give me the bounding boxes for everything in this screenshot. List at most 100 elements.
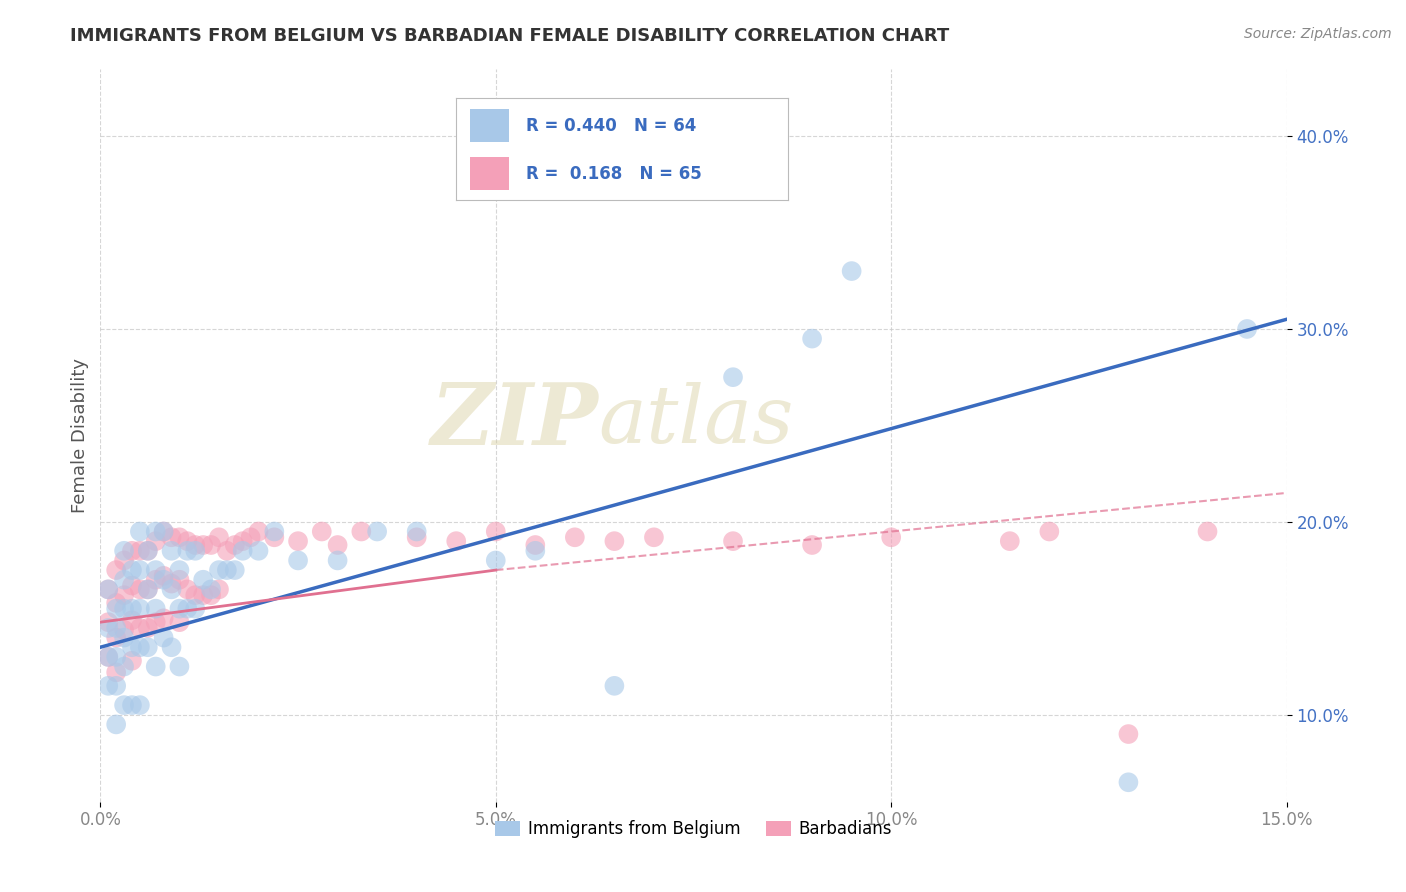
Point bbox=[444, 534, 467, 549]
Text: IMMIGRANTS FROM BELGIUM VS BARBADIAN FEMALE DISABILITY CORRELATION CHART: IMMIGRANTS FROM BELGIUM VS BARBADIAN FEM… bbox=[70, 27, 949, 45]
Point bbox=[263, 524, 285, 539]
Point bbox=[801, 332, 824, 346]
Point bbox=[232, 543, 254, 558]
Point bbox=[160, 582, 183, 597]
Point bbox=[405, 524, 427, 539]
Point bbox=[643, 530, 665, 544]
Point bbox=[287, 534, 309, 549]
Point bbox=[112, 698, 135, 712]
Text: atlas: atlas bbox=[599, 382, 794, 459]
Point bbox=[184, 588, 207, 602]
Point bbox=[136, 621, 159, 635]
Point bbox=[184, 543, 207, 558]
Point bbox=[97, 615, 120, 629]
Point bbox=[112, 588, 135, 602]
Point bbox=[366, 524, 388, 539]
Point bbox=[152, 611, 174, 625]
Point bbox=[1197, 524, 1219, 539]
Point bbox=[721, 534, 744, 549]
Point bbox=[152, 569, 174, 583]
Point bbox=[485, 524, 508, 539]
Point bbox=[224, 538, 246, 552]
Point bbox=[152, 573, 174, 587]
Point bbox=[136, 543, 159, 558]
Point bbox=[721, 370, 744, 384]
Point bbox=[247, 543, 270, 558]
Point bbox=[112, 601, 135, 615]
Point bbox=[121, 654, 143, 668]
Point bbox=[136, 543, 159, 558]
Point bbox=[128, 524, 150, 539]
Legend: Immigrants from Belgium, Barbadians: Immigrants from Belgium, Barbadians bbox=[488, 814, 898, 845]
Point bbox=[152, 524, 174, 539]
Point bbox=[169, 659, 191, 673]
Point bbox=[603, 534, 626, 549]
Point bbox=[121, 601, 143, 615]
Point bbox=[485, 553, 508, 567]
Point bbox=[524, 543, 547, 558]
Point bbox=[145, 534, 167, 549]
Point bbox=[191, 538, 214, 552]
Point bbox=[105, 717, 128, 731]
Point bbox=[208, 582, 231, 597]
Point bbox=[128, 563, 150, 577]
Point bbox=[145, 659, 167, 673]
Point bbox=[287, 553, 309, 567]
Text: Source: ZipAtlas.com: Source: ZipAtlas.com bbox=[1244, 27, 1392, 41]
Point bbox=[152, 524, 174, 539]
Point bbox=[136, 582, 159, 597]
Point bbox=[145, 524, 167, 539]
Point bbox=[239, 530, 262, 544]
Point bbox=[97, 649, 120, 664]
Point bbox=[1236, 322, 1258, 336]
Point bbox=[121, 640, 143, 655]
Point bbox=[97, 621, 120, 635]
Point bbox=[263, 530, 285, 544]
Point bbox=[105, 679, 128, 693]
Point bbox=[97, 582, 120, 597]
Point bbox=[603, 679, 626, 693]
Point bbox=[112, 631, 135, 645]
Point bbox=[121, 578, 143, 592]
Point bbox=[169, 573, 191, 587]
Text: ZIP: ZIP bbox=[430, 378, 599, 462]
Point bbox=[184, 601, 207, 615]
Point bbox=[128, 543, 150, 558]
Point bbox=[136, 640, 159, 655]
Point bbox=[112, 543, 135, 558]
Point bbox=[97, 679, 120, 693]
Point bbox=[169, 615, 191, 629]
Point bbox=[311, 524, 333, 539]
Point bbox=[128, 698, 150, 712]
Point bbox=[405, 530, 427, 544]
Point bbox=[112, 553, 135, 567]
Point bbox=[121, 543, 143, 558]
Y-axis label: Female Disability: Female Disability bbox=[72, 358, 89, 513]
Point bbox=[1038, 524, 1060, 539]
Point bbox=[184, 538, 207, 552]
Point bbox=[145, 615, 167, 629]
Point bbox=[128, 640, 150, 655]
Point bbox=[215, 563, 238, 577]
Point bbox=[247, 524, 270, 539]
Point bbox=[200, 582, 222, 597]
Point bbox=[136, 582, 159, 597]
Point bbox=[160, 543, 183, 558]
Point bbox=[176, 601, 198, 615]
Point bbox=[112, 623, 135, 637]
Point bbox=[160, 640, 183, 655]
Point bbox=[564, 530, 586, 544]
Point bbox=[880, 530, 903, 544]
Point bbox=[200, 588, 222, 602]
Point bbox=[841, 264, 863, 278]
Point bbox=[1118, 775, 1140, 789]
Point bbox=[97, 582, 120, 597]
Point bbox=[152, 631, 174, 645]
Point bbox=[145, 563, 167, 577]
Point bbox=[176, 543, 198, 558]
Point bbox=[801, 538, 824, 552]
Point bbox=[191, 588, 214, 602]
Point bbox=[1118, 727, 1140, 741]
Point bbox=[169, 601, 191, 615]
Point bbox=[524, 538, 547, 552]
